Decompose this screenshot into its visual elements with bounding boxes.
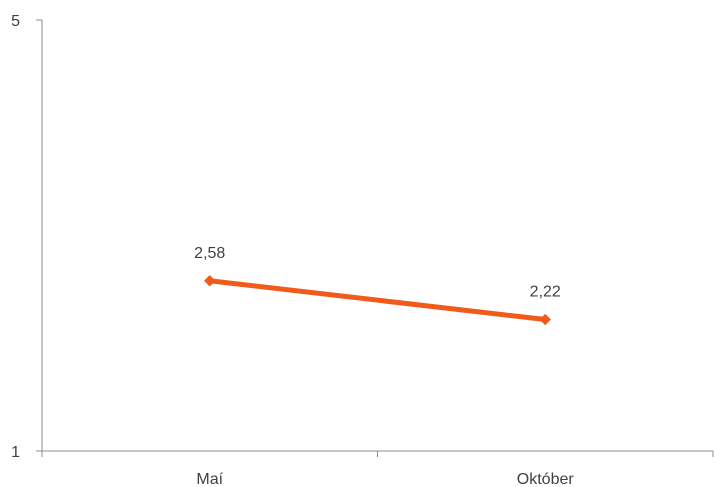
x-ticks: Maí Október [41,451,714,487]
x-tick-label: Október [517,471,575,487]
y-tick-label: 1 [11,444,20,461]
data-point-marker [539,313,551,326]
series-layer: 2,58 2,22 [194,245,561,326]
axes [41,20,713,452]
data-label: 2,58 [194,245,225,262]
data-label: 2,22 [530,284,561,301]
series-line [207,278,548,323]
x-tick-label: Maí [196,471,223,487]
y-tick-label: 5 [11,13,20,30]
data-point-marker [204,275,216,287]
y-ticks: 15 [11,13,42,461]
